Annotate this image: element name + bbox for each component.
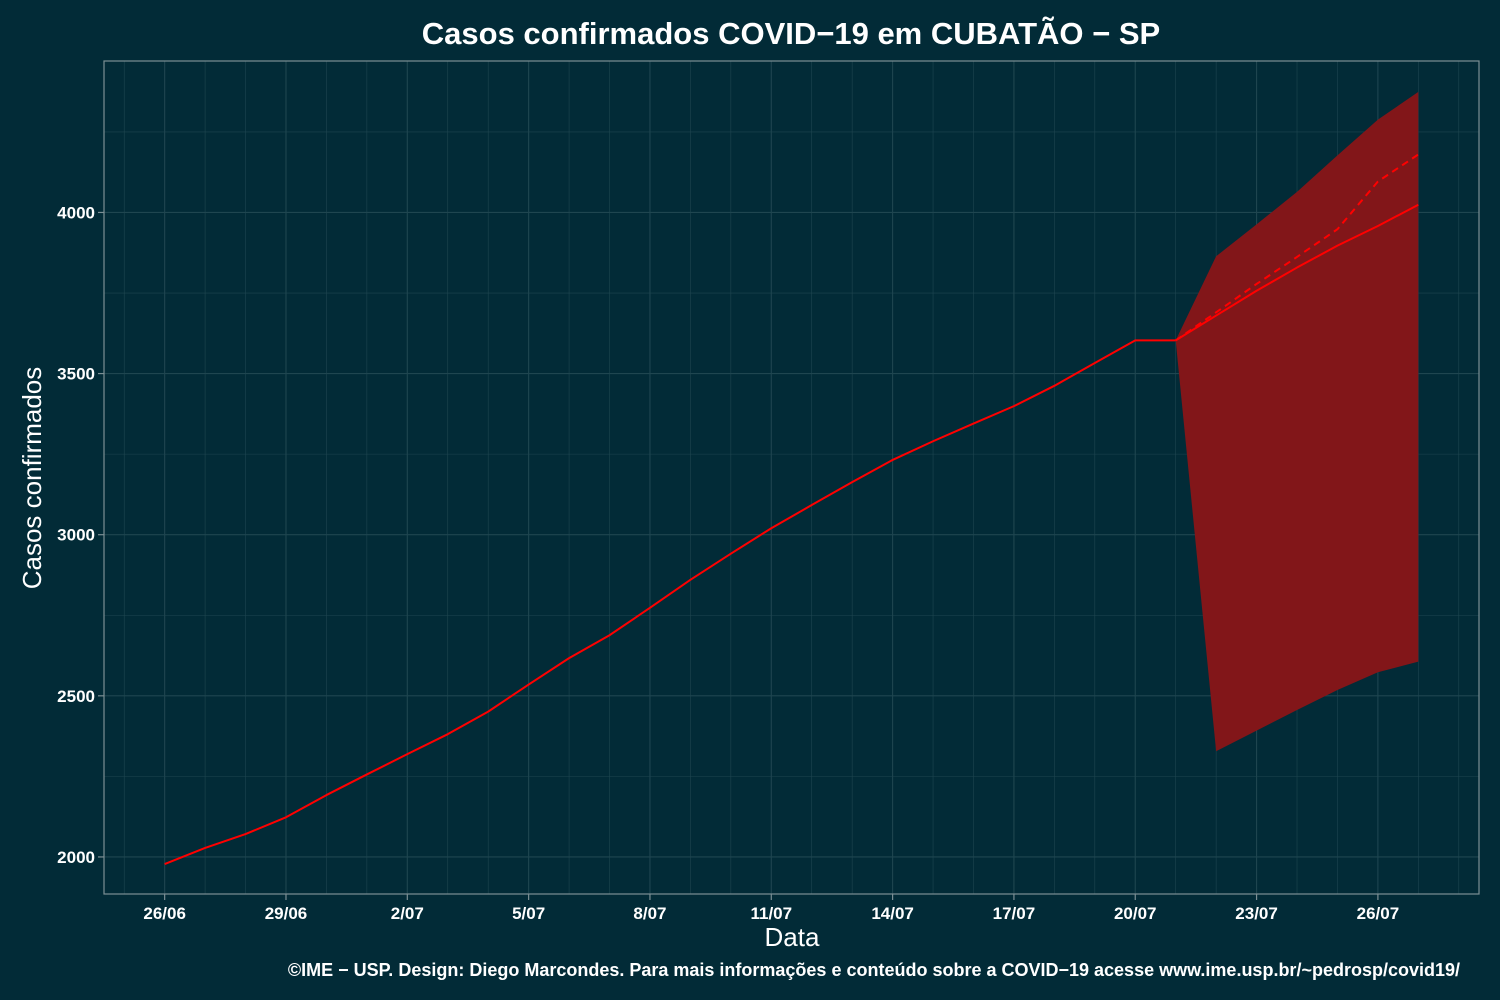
- y-axis: 2000 2500 3000 3500 4000: [57, 203, 104, 867]
- y-tick-label: 3000: [57, 526, 95, 545]
- series-line-2: [1175, 153, 1419, 342]
- y-tick-label: 4000: [57, 203, 95, 222]
- x-tick-label: 11/07: [750, 904, 792, 923]
- plot-frame: [103, 60, 1480, 895]
- chart-caption: ©IME − USP. Design: Diego Marcondes. Par…: [288, 960, 1460, 980]
- x-tick-label: 2/07: [391, 904, 424, 923]
- y-tick-label: 3500: [57, 365, 95, 384]
- x-axis-title: Data: [765, 922, 820, 952]
- x-tick-label: 26/06: [143, 904, 186, 923]
- x-tick-label: 23/07: [1235, 904, 1278, 923]
- y-tick-label: 2000: [57, 848, 95, 867]
- x-axis: 26/06 29/06 2/07 5/07 8/07 11/07 14/07 17/07 20/…: [143, 894, 1399, 923]
- y-tick-label: 2500: [57, 687, 95, 706]
- x-tick-label: 26/07: [1357, 904, 1400, 923]
- x-tick-label: 20/07: [1114, 904, 1157, 923]
- x-tick-label: 14/07: [871, 904, 914, 923]
- forecast-band-layer: [1175, 91, 1419, 752]
- forecast-band: [1175, 91, 1419, 752]
- series-layer: [164, 153, 1419, 865]
- y-axis-title: Casos confirmados: [17, 367, 47, 590]
- chart-title: Casos confirmados COVID−19 em CUBATÃO − …: [422, 16, 1160, 51]
- x-tick-label: 8/07: [633, 904, 666, 923]
- x-tick-label: 17/07: [993, 904, 1036, 923]
- x-tick-label: 5/07: [512, 904, 545, 923]
- x-tick-label: 29/06: [265, 904, 308, 923]
- series-line-1: [1175, 203, 1419, 342]
- series-line-0: [164, 339, 1176, 865]
